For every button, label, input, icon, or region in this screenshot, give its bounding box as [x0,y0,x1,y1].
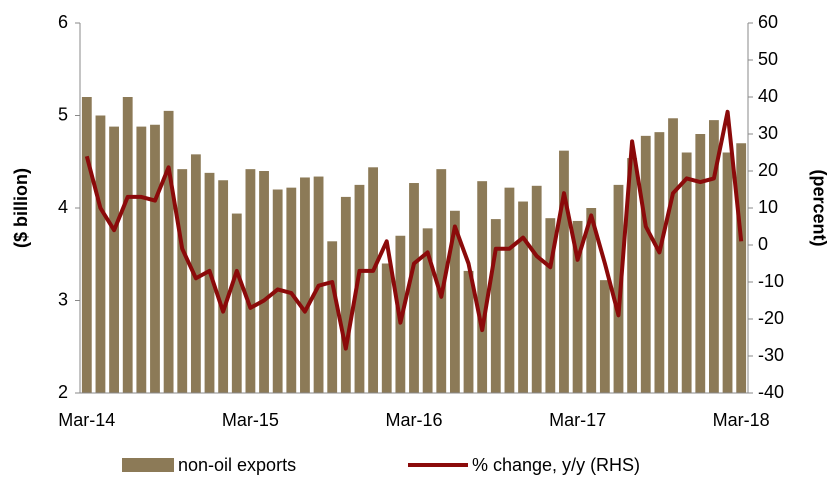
x-tick-label: Mar-14 [58,410,115,430]
bar [177,169,188,393]
bar [150,124,160,393]
y2-tick-label: -40 [758,382,784,402]
bar [627,158,638,393]
y2-tick-label: 50 [758,49,778,69]
y2-tick-label: 30 [758,123,778,143]
bar [518,201,528,393]
y2-tick-label: -20 [758,308,784,328]
bar [81,97,92,393]
bar [122,97,133,393]
bar [463,270,474,393]
bar [354,184,365,393]
y2-tick-label: 20 [758,160,778,180]
bar [422,228,433,393]
legend-label: non-oil exports [178,455,296,475]
y2-axis-label: (percent) [809,169,829,246]
bar [449,210,460,393]
bar [327,241,338,393]
y2-tick-label: -30 [758,345,784,365]
bar [586,208,597,393]
bar [245,169,256,393]
y2-tick-label: 40 [758,86,778,106]
bar [640,135,651,393]
bar [709,120,719,393]
bar [613,184,624,393]
bar [409,183,419,393]
legend-swatch [122,458,174,472]
bar [163,110,174,393]
legend-label: % change, y/y (RHS) [472,455,640,475]
x-tick-label: Mar-18 [713,410,770,430]
bar [654,132,665,393]
bar [695,134,706,393]
bar [95,115,106,393]
x-tick-label: Mar-16 [385,410,442,430]
y-tick-label: 4 [58,197,68,217]
bar [477,181,488,393]
bar [490,219,501,393]
bar [599,280,610,393]
bar [531,185,542,393]
bar [545,218,556,393]
bar [218,180,229,393]
bar [204,172,215,393]
y2-tick-label: -10 [758,271,784,291]
bar [559,150,569,393]
x-tick-label: Mar-17 [549,410,606,430]
y2-tick-label: 60 [758,12,778,32]
y-tick-label: 2 [58,382,68,402]
bar [368,167,379,393]
line [84,109,744,351]
bar [681,152,692,393]
bar [109,126,119,393]
bar [572,220,583,393]
y-axis-label: ($ billion) [11,168,31,248]
bar [231,213,242,393]
bar [300,177,310,393]
bar [736,143,747,393]
bar [436,169,447,393]
y-tick-label: 3 [58,289,68,309]
y2-tick-label: 0 [758,234,768,254]
bar [668,118,678,394]
y-tick-label: 5 [58,104,68,124]
x-tick-label: Mar-15 [222,410,279,430]
bar [340,196,351,393]
bar [136,126,147,393]
bar [504,187,515,393]
y-tick-label: 6 [58,12,68,32]
bar [381,263,392,393]
y2-tick-label: 10 [758,197,778,217]
bar [259,171,269,393]
bar [722,152,733,393]
bar [286,187,297,393]
